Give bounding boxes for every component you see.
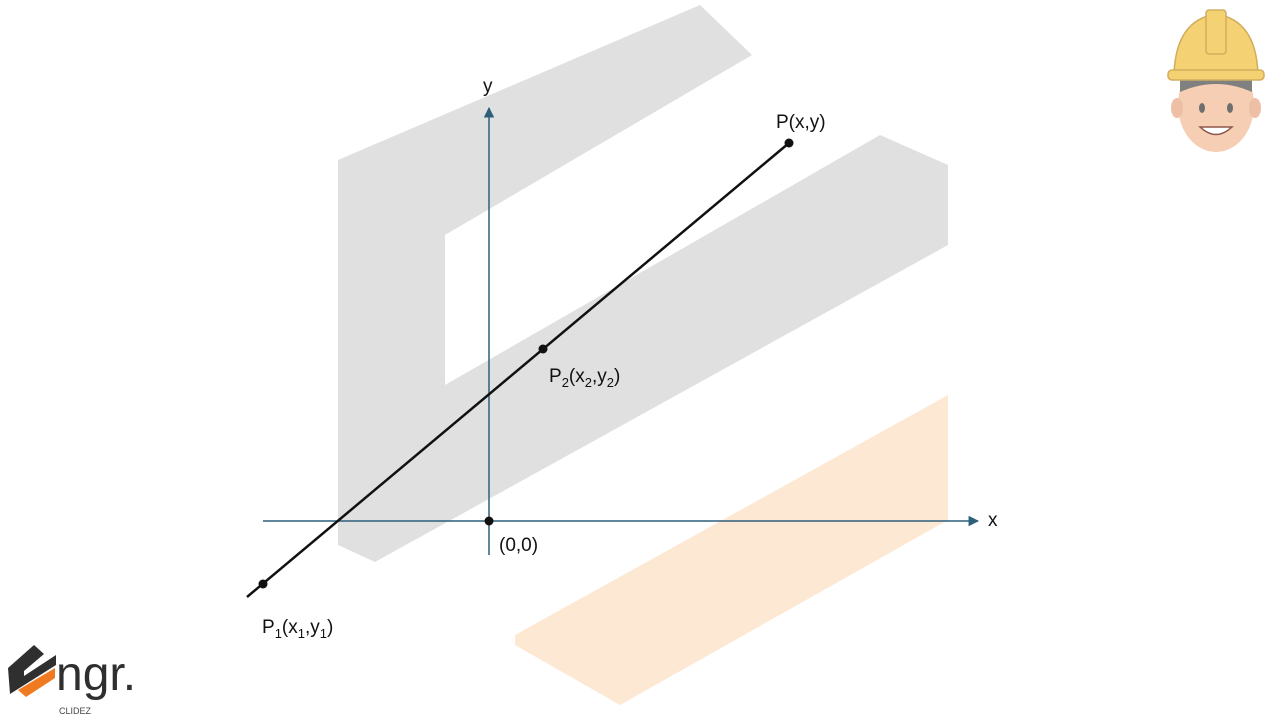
logo-subtext: CLIDEZ [59, 706, 92, 716]
point-p [784, 138, 794, 148]
x-axis-label: x [988, 510, 998, 531]
origin-point [484, 516, 494, 526]
straight-line [246, 142, 790, 598]
engr-logo: ngr. CLIDEZ [8, 645, 136, 716]
point-p2 [538, 344, 548, 354]
point-p1 [258, 579, 268, 589]
point-p2-label: P2(x2,y2) [549, 366, 620, 390]
y-axis-label: y [483, 76, 493, 97]
engineer-mascot-icon [1167, 9, 1265, 152]
point-p-label: P(x,y) [776, 112, 826, 133]
point-p1-label: P1(x1,y1) [262, 617, 333, 641]
watermark [338, 5, 948, 705]
logo-text: ngr. [56, 648, 136, 701]
origin-label: (0,0) [499, 535, 538, 556]
